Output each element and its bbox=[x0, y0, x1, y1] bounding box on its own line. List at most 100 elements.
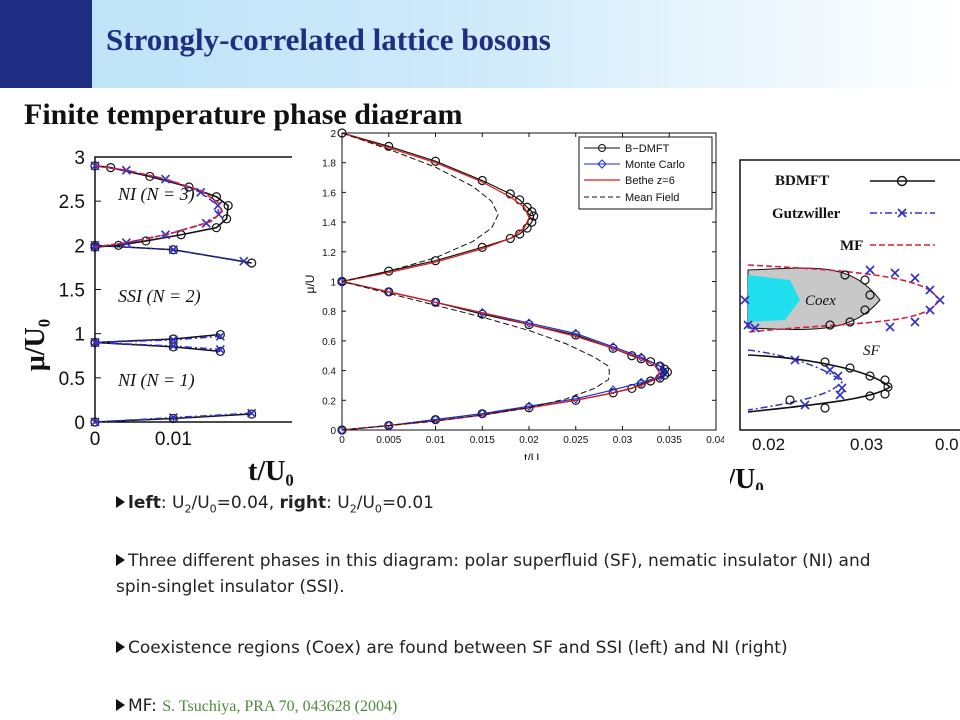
left-data-point bbox=[247, 258, 257, 268]
title-accent-block bbox=[0, 0, 92, 88]
right-data-point bbox=[925, 305, 935, 315]
reference-citation: S. Tsuchiya, PRA 70, 043628 (2004) bbox=[162, 698, 398, 715]
left-ytick-label: 0.5 bbox=[59, 369, 85, 390]
center-data-point bbox=[637, 377, 646, 388]
center-data-point bbox=[655, 371, 665, 382]
center-data-point bbox=[505, 189, 515, 199]
right-legend: BDMFT Gutzwiller MF bbox=[772, 173, 935, 254]
right-annotation-sf: SF bbox=[863, 343, 881, 359]
header-bar: Strongly-correlated lattice bosons bbox=[0, 0, 960, 88]
left-phase-diagram: 0 0.5 1 1.5 2 2.5 3 0 0.01 NI (N = 3) SSI (N = 2… bbox=[20, 148, 300, 487]
left-lobe-boundary bbox=[94, 341, 221, 351]
legend-marker-gutzwiller bbox=[897, 208, 907, 218]
left-xlabel: t/U₀ bbox=[248, 456, 294, 487]
right-data-point bbox=[935, 295, 945, 305]
right-xlabel: t/U₀ bbox=[730, 464, 764, 490]
left-ytick-label: 0 bbox=[74, 413, 85, 434]
right-xtick-0: 0.02 bbox=[752, 435, 785, 454]
left-data-point bbox=[168, 341, 178, 351]
bullet-phases: Three different phases in this diagram: … bbox=[116, 548, 906, 600]
right-data-point bbox=[825, 365, 835, 375]
left-data-point bbox=[211, 223, 222, 233]
center-xtick-label: 0.04 bbox=[706, 435, 724, 446]
left-data-point bbox=[201, 218, 211, 228]
title-band-fade bbox=[694, 0, 960, 88]
bullet-right-text: /U bbox=[356, 493, 375, 513]
left-data-point bbox=[121, 238, 131, 248]
right-data-point bbox=[820, 403, 830, 413]
left-data-point bbox=[141, 236, 151, 246]
right-data-point bbox=[800, 400, 810, 410]
bullet-arrow-icon bbox=[116, 554, 125, 566]
left-annotation-ni3: NI (N = 3) bbox=[117, 184, 195, 205]
left-ytick-label: 1.5 bbox=[59, 281, 85, 302]
center-data-point bbox=[431, 414, 440, 425]
left-annotation-ni1: NI (N = 1) bbox=[117, 370, 195, 391]
left-data-point bbox=[160, 174, 171, 184]
center-series-line bbox=[341, 132, 535, 283]
center-data-point bbox=[478, 408, 487, 419]
left-data-point bbox=[168, 245, 178, 255]
center-xlabel: t/U bbox=[524, 451, 539, 460]
left-ytick-label: 2 bbox=[74, 236, 85, 257]
center-ytick-label: 0.4 bbox=[322, 367, 336, 378]
center-data-point bbox=[505, 233, 515, 244]
left-ytick-label: 3 bbox=[74, 148, 85, 169]
bullet-right-value: =0.01 bbox=[381, 493, 435, 513]
center-ytick-label: 1.8 bbox=[322, 159, 336, 170]
legend-item-bdmft: B−DMFT bbox=[625, 143, 670, 155]
bullet-arrow-icon bbox=[116, 641, 125, 653]
bullet-right-sub: 0 bbox=[374, 502, 382, 516]
right-data-point bbox=[865, 290, 875, 300]
left-annotation-ssi2: SSI (N = 2) bbox=[118, 286, 201, 307]
bullet-left-label: left bbox=[128, 493, 161, 513]
center-data-point bbox=[431, 297, 440, 308]
center-ylabel: μ/U bbox=[303, 275, 317, 294]
legend-item-meanfield: Mean Field bbox=[625, 192, 679, 204]
center-data-point bbox=[522, 223, 532, 233]
right-data-point bbox=[837, 383, 847, 393]
right-mf-curve bbox=[747, 264, 939, 333]
left-data-point bbox=[168, 413, 178, 423]
bullet-left-sub: 0 bbox=[209, 502, 217, 516]
right-annotation-coex: Coex bbox=[805, 293, 836, 309]
right-gutz-curve bbox=[747, 349, 844, 411]
bullet-right-sub: 2 bbox=[349, 502, 357, 516]
right-data-point bbox=[910, 317, 920, 327]
left-data-point bbox=[90, 240, 100, 250]
center-xtick-label: 0.025 bbox=[563, 435, 588, 446]
center-xtick-label: 0 bbox=[339, 435, 345, 446]
left-ytick-label: 1 bbox=[74, 325, 85, 346]
left-data-point bbox=[215, 346, 225, 356]
center-data-point bbox=[524, 403, 534, 413]
left-data-point bbox=[113, 240, 124, 250]
center-ytick-label: 2 bbox=[330, 129, 336, 140]
legend-item-montecarlo: Monte Carlo bbox=[625, 159, 685, 171]
center-data-point bbox=[337, 276, 347, 287]
legend-item-mf: MF bbox=[840, 238, 863, 254]
left-axes: 0 0.5 1 1.5 2 2.5 3 0 0.01 bbox=[59, 148, 300, 450]
left-data-point bbox=[239, 256, 249, 266]
bullet-parameters: left: U2/U0=0.04, right: U2/U0=0.01 bbox=[116, 490, 434, 522]
slide-title: Strongly-correlated lattice bosons bbox=[106, 22, 551, 57]
right-data-point bbox=[880, 375, 890, 385]
center-axes: 0 0.005 0.01 0.015 0.02 0.025 0.03 0.035 0.04 0 0.… bbox=[322, 129, 724, 446]
legend-item-bethe: Bethe z=6 bbox=[625, 175, 675, 187]
center-data-point bbox=[571, 394, 580, 404]
right-data-point bbox=[890, 268, 900, 278]
bullet-right-label: right bbox=[279, 493, 327, 513]
center-ytick-label: 0.8 bbox=[322, 307, 336, 318]
right-data-point bbox=[845, 317, 855, 327]
right-data-point bbox=[845, 363, 855, 373]
right-data-point bbox=[860, 275, 870, 285]
center-xtick-label: 0.035 bbox=[657, 435, 682, 446]
legend-marker-montecarlo bbox=[597, 159, 607, 169]
left-data-point bbox=[168, 413, 178, 424]
left-ylabel: μ/U₀ bbox=[20, 319, 51, 371]
center-data-point bbox=[524, 318, 534, 328]
bullet-right-text: : U bbox=[326, 493, 350, 513]
bullet-left-text: /U bbox=[191, 493, 210, 513]
right-data-point bbox=[820, 357, 830, 367]
right-data-point bbox=[840, 270, 850, 280]
center-data-point bbox=[637, 352, 646, 362]
